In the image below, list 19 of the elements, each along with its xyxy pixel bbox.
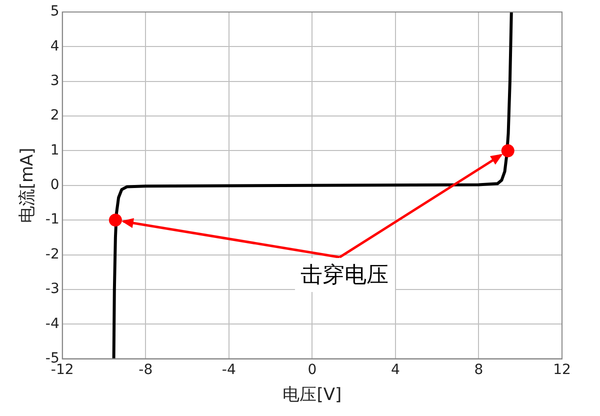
y-tick-label: 2: [50, 108, 60, 124]
y-tick-label: 4: [50, 38, 60, 54]
y-tick-label: -1: [45, 212, 60, 228]
y-tick-label: -3: [45, 281, 60, 298]
x-tick-label: -4: [222, 362, 236, 378]
y-tick-label: 3: [50, 73, 60, 89]
x-tick-label: 8: [474, 362, 484, 378]
x-axis-title: 电压[V]: [282, 385, 342, 406]
y-tick-label: -2: [45, 246, 60, 262]
y-tick-label: -4: [45, 316, 60, 332]
y-tick-label: 5: [50, 4, 60, 20]
x-tick-label: 4: [390, 362, 400, 378]
y-tick-label: 0: [50, 177, 60, 194]
annotation: 击穿电压: [294, 258, 395, 292]
x-tick-label: 0: [308, 362, 317, 378]
y-tick-label: 1: [50, 142, 60, 158]
y-axis-title: 电流[mA]: [18, 148, 38, 224]
x-tick-label: -8: [138, 362, 153, 378]
x-tick-label: 12: [553, 362, 571, 378]
